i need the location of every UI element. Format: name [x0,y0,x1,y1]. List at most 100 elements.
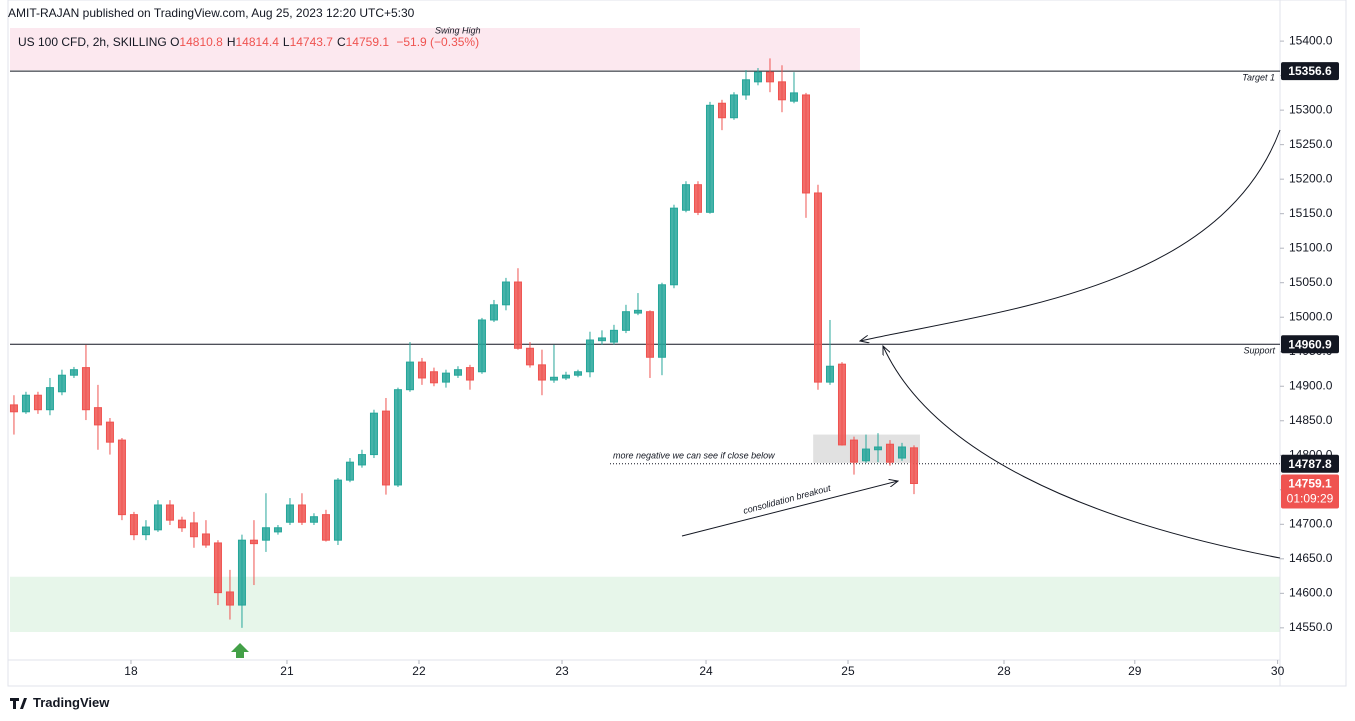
candle-body [801,94,810,194]
candle-body [405,361,414,391]
arrow [681,481,898,537]
candle-body [393,389,402,486]
x-tick-label: 30 [1271,664,1285,678]
candle-body [153,504,162,531]
ohlc-value: 14814.4 [235,35,279,49]
candle-body [297,504,306,523]
last-price: 14759.1 [1288,477,1332,491]
candle-body [177,519,186,529]
ohlc-value: 14810.8 [179,35,223,49]
candle-body [477,319,486,373]
ohlc-label: L [282,35,290,49]
x-tick-label: 24 [699,664,713,678]
x-tick-label: 22 [412,664,426,678]
x-tick-label: 21 [280,664,294,678]
candle-body [69,369,78,376]
y-tick-label: 15100.0 [1289,240,1333,254]
price-label: 15356.6 [1288,64,1332,78]
y-tick-label: 15400.0 [1289,33,1333,47]
candle-body [549,376,558,381]
candle-body [525,347,534,366]
brand: TradingView [33,695,110,710]
y-tick-label: 14850.0 [1289,413,1333,427]
annotation: more negative we can see if close below [613,450,775,460]
candle-body [585,339,594,373]
y-tick-label: 14650.0 [1289,551,1333,565]
countdown: 01:09:29 [1287,492,1334,506]
candle-body [465,367,474,381]
candle-body [453,369,462,376]
candle-body [741,79,750,96]
x-tick-label: 25 [841,664,855,678]
y-tick-label: 14550.0 [1289,620,1333,634]
candle-body [189,522,198,538]
change: −51.9 (−0.35%) [396,35,480,49]
candle-body [621,311,630,331]
candle-body [309,516,318,523]
ohlc-value: 14759.1 [345,35,390,49]
candle-body [441,372,450,383]
candle-body [105,421,114,443]
last-price-bg [1281,474,1339,509]
candle-body [225,591,234,606]
y-tick-label: 14700.0 [1289,516,1333,530]
y-tick-label: 14600.0 [1289,585,1333,599]
candle-body [657,284,666,358]
candle-body [381,410,390,486]
y-tick-label: 15000.0 [1289,309,1333,323]
candle-body [249,539,258,545]
zone [10,576,1280,632]
y-tick-label: 15050.0 [1289,275,1333,289]
frame [7,0,1347,687]
candle-body [285,504,294,523]
candle-body [873,446,882,451]
price-label: 14960.9 [1288,337,1332,351]
candle-body [717,102,726,119]
arrow [883,346,1281,559]
candle-body [57,374,66,393]
price-label-bg [1281,454,1339,473]
candle-body [429,371,438,384]
arrow [860,129,1281,341]
ohlc-label: H [226,35,236,49]
candle-body [537,364,546,381]
price-label-bg [1281,62,1339,81]
candle-body [597,337,606,342]
publish-info: AMIT-RAJAN published on TradingView.com,… [8,6,415,20]
candle-body [765,71,774,83]
candle-body [345,461,354,481]
price-label-bg [1281,335,1339,354]
candle-body [645,311,654,358]
candle-body [9,404,18,413]
candle-body [21,394,30,413]
y-tick-label: 15300.0 [1289,102,1333,116]
candle-body [141,526,150,536]
price-line-label: Target 1 [1242,72,1275,82]
symbol-legend: US 100 CFD, 2h, SKILLING O14810.8 H14814.… [18,35,483,49]
candle-body [261,527,270,541]
candle-body [705,104,714,213]
y-tick-label: 15250.0 [1289,137,1333,151]
candle-body [573,371,582,376]
candle-body [489,304,498,321]
candle-body [417,361,426,379]
candle-body [885,443,894,463]
candle-body [45,387,54,411]
candle-body [213,542,222,594]
candle-body [561,374,570,379]
zone-label: Swing High [435,25,481,35]
candle-body [117,439,126,516]
price-label: 14787.8 [1288,457,1332,471]
candle-body [861,448,870,462]
candle-body [681,184,690,211]
candle-body [669,207,678,286]
candle-body [33,394,42,411]
ohlc-label: C [336,35,346,49]
candle-body [273,527,282,533]
candle-body [789,92,798,102]
candle-body [165,504,174,521]
candle-body [81,367,90,411]
y-tick-label: 15150.0 [1289,206,1333,220]
